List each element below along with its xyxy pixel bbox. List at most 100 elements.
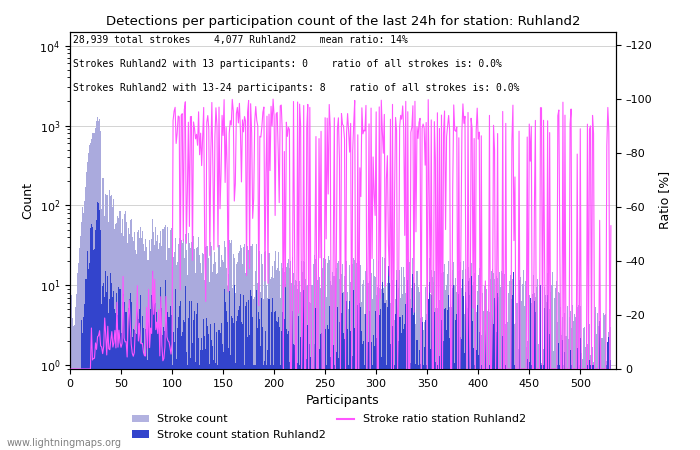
Bar: [80, 320, 82, 450]
Bar: [189, 302, 190, 450]
Bar: [543, 365, 544, 450]
Bar: [432, 277, 433, 450]
Bar: [120, 233, 122, 450]
Bar: [383, 288, 384, 450]
Bar: [610, 327, 611, 450]
Bar: [374, 277, 376, 450]
Bar: [145, 328, 146, 450]
Bar: [202, 253, 203, 450]
Bar: [564, 352, 566, 450]
Bar: [539, 285, 540, 450]
Bar: [541, 364, 542, 450]
Bar: [246, 302, 247, 450]
Bar: [160, 287, 161, 450]
Text: Strokes Ruhland2 with 13-24 participants: 8    ratio of all strokes is: 0.0%: Strokes Ruhland2 with 13-24 participants…: [73, 84, 519, 94]
Bar: [594, 355, 595, 450]
Bar: [303, 261, 304, 450]
Bar: [474, 365, 475, 450]
Bar: [524, 306, 525, 450]
Bar: [113, 198, 114, 450]
Bar: [288, 259, 289, 450]
Bar: [410, 299, 412, 450]
Bar: [372, 335, 374, 450]
Bar: [400, 317, 401, 450]
Bar: [240, 294, 241, 450]
Bar: [388, 266, 389, 450]
Bar: [437, 365, 438, 450]
Bar: [236, 264, 237, 450]
Bar: [334, 276, 335, 450]
Bar: [581, 353, 582, 450]
Bar: [401, 267, 402, 450]
Bar: [174, 238, 176, 450]
Bar: [96, 122, 97, 450]
Bar: [454, 284, 455, 450]
Bar: [230, 243, 231, 450]
Bar: [449, 338, 450, 450]
Bar: [205, 349, 206, 450]
Bar: [554, 298, 555, 450]
Bar: [307, 325, 308, 450]
Bar: [254, 365, 256, 450]
Bar: [534, 293, 535, 450]
Bar: [127, 308, 129, 450]
Bar: [280, 365, 281, 450]
Bar: [101, 209, 102, 450]
Bar: [145, 239, 146, 450]
Bar: [458, 294, 459, 450]
Bar: [197, 247, 198, 450]
Bar: [426, 365, 427, 450]
Bar: [111, 195, 113, 450]
Bar: [552, 272, 553, 450]
Bar: [335, 302, 336, 450]
Bar: [578, 306, 579, 450]
Bar: [513, 272, 514, 450]
Bar: [463, 261, 464, 450]
Bar: [394, 320, 395, 450]
Bar: [376, 338, 377, 450]
Bar: [201, 274, 202, 450]
Bar: [107, 275, 108, 450]
Bar: [588, 349, 589, 450]
Bar: [203, 320, 204, 450]
Bar: [402, 294, 403, 450]
Bar: [292, 310, 293, 450]
Bar: [125, 222, 127, 450]
Bar: [297, 289, 298, 450]
Bar: [247, 246, 248, 450]
Bar: [398, 341, 399, 450]
Bar: [155, 303, 156, 450]
Bar: [439, 356, 440, 450]
Bar: [129, 234, 130, 450]
Bar: [476, 350, 477, 450]
Bar: [387, 307, 388, 450]
Bar: [248, 251, 249, 450]
Bar: [154, 245, 155, 450]
Bar: [355, 297, 356, 450]
Bar: [330, 357, 331, 450]
Bar: [521, 301, 522, 450]
Bar: [374, 311, 376, 450]
Bar: [319, 333, 321, 450]
Bar: [528, 362, 530, 450]
Bar: [496, 332, 497, 450]
Bar: [336, 352, 337, 450]
Bar: [147, 360, 148, 450]
Bar: [407, 259, 408, 450]
Bar: [134, 233, 135, 450]
Bar: [473, 282, 474, 450]
Bar: [86, 279, 87, 450]
Bar: [497, 293, 498, 450]
Bar: [481, 365, 482, 450]
Bar: [198, 338, 199, 450]
Bar: [191, 243, 192, 450]
Bar: [384, 303, 385, 450]
Bar: [579, 365, 580, 450]
Bar: [357, 305, 358, 450]
Bar: [589, 360, 590, 450]
Bar: [125, 312, 127, 450]
Bar: [260, 292, 261, 450]
Bar: [93, 133, 94, 450]
Bar: [184, 322, 185, 450]
Title: Detections per participation count of the last 24h for station: Ruhland2: Detections per participation count of th…: [106, 14, 580, 27]
